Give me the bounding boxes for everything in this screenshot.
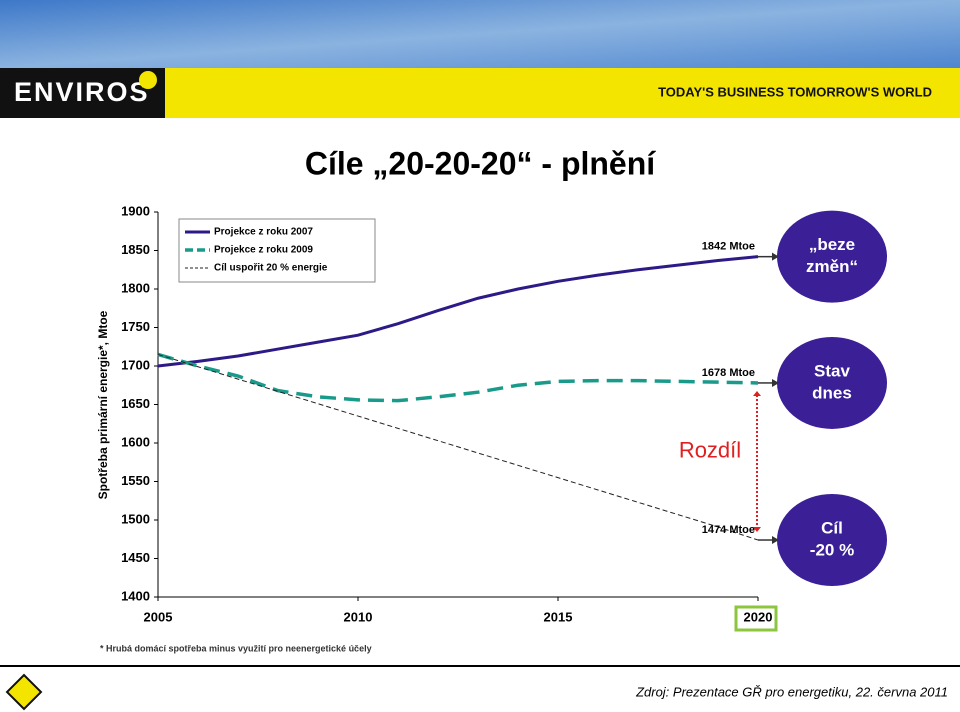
y-axis-label: Spotřeba primární energie*, Mtoe [96,310,110,499]
arrow-head [772,536,779,545]
series-line [157,255,759,368]
chart-title: Cíle „20-20-20“ - plnění [305,145,656,181]
bubble [777,336,887,429]
difference-label: Rozdíl [679,437,741,462]
logo: ENVIROS [14,77,150,107]
logo-mark [139,71,157,89]
logo-box [0,68,165,118]
y-tick-label: 1400 [121,588,150,603]
tagline: TODAY'S BUSINESS TOMORROW'S WORLD [658,84,932,99]
footnote: * Hrubá domácí spotřeba minus využití pr… [100,643,372,653]
highlight-box [734,605,778,632]
y-tick-label: 1700 [121,357,150,372]
bubble-text: -20 % [810,541,854,560]
bubble-text: Cíl [821,519,843,538]
series-line [157,352,759,403]
difference-head [753,390,761,396]
x-tick-label: 2020 [744,609,773,624]
x-tick-label: 2015 [544,609,573,624]
y-tick-label: 1500 [121,511,150,526]
arrow-head [772,252,779,261]
y-tick-label: 1900 [121,203,150,218]
series-line [157,353,759,541]
bubble [777,494,887,587]
bubble-text: změn“ [806,257,858,276]
footer-logo [5,673,43,711]
legend-label: Projekce z roku 2007 [214,227,313,238]
end-label: 1678 Mtoe [702,367,755,379]
bubble-text: Stav [814,361,850,380]
y-tick-label: 1450 [121,550,150,565]
y-tick-label: 1650 [121,396,150,411]
y-tick-label: 1800 [121,280,150,295]
end-label: 1842 Mtoe [702,241,755,253]
y-tick-label: 1600 [121,434,150,449]
legend-label: Cíl uspořit 20 % energie [214,263,328,274]
legend-label: Projekce z roku 2009 [214,245,313,256]
x-tick-label: 2010 [344,609,373,624]
source: Zdroj: Prezentace GŘ pro energetiku, 22.… [635,684,948,699]
difference-head [753,527,761,533]
arrow-head [772,378,779,387]
bubble-text: „beze [809,235,855,254]
sky-banner [0,0,960,68]
y-tick-label: 1550 [121,473,150,488]
end-label: 1474 Mtoe [702,524,755,536]
y-tick-label: 1750 [121,319,150,334]
bubble-text: dnes [812,383,852,402]
x-tick-label: 2005 [144,609,173,624]
plot: 1400 1450 1500 1550 1600 1650 1700 1750 1800 1850… [121,203,887,624]
y-tick-label: 1850 [121,242,150,257]
bubble [777,210,887,303]
legend-box [178,218,376,283]
